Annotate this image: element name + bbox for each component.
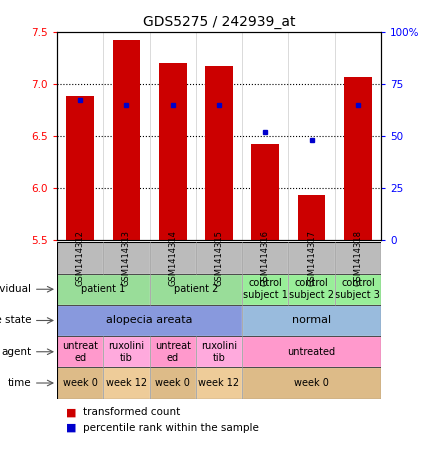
Text: GSM1414312: GSM1414312 <box>76 230 85 286</box>
Bar <box>57 336 103 367</box>
Text: week 0: week 0 <box>63 378 98 388</box>
Bar <box>242 274 289 305</box>
Text: GSM1414318: GSM1414318 <box>353 230 362 286</box>
Bar <box>57 242 103 274</box>
Bar <box>57 367 103 399</box>
Text: GSM1414315: GSM1414315 <box>215 230 223 286</box>
Bar <box>289 242 335 274</box>
Bar <box>113 40 140 240</box>
Text: patient 1: patient 1 <box>81 284 125 294</box>
Bar <box>159 63 187 240</box>
Bar <box>344 77 372 240</box>
Text: GSM1414314: GSM1414314 <box>168 230 177 286</box>
Bar <box>242 336 381 367</box>
Text: individual: individual <box>0 284 32 294</box>
Text: ■: ■ <box>66 423 76 433</box>
Bar <box>335 242 381 274</box>
Text: GSM1414313: GSM1414313 <box>122 230 131 286</box>
Text: ruxolini
tib: ruxolini tib <box>201 341 237 362</box>
Bar <box>242 242 289 274</box>
Text: transformed count: transformed count <box>83 407 180 417</box>
Bar <box>196 336 242 367</box>
Text: disease state: disease state <box>0 315 32 326</box>
Text: week 0: week 0 <box>155 378 190 388</box>
Bar <box>149 242 196 274</box>
Bar <box>57 274 149 305</box>
Bar <box>335 274 381 305</box>
Text: control
subject 2: control subject 2 <box>289 279 334 300</box>
Text: alopecia areata: alopecia areata <box>106 315 193 326</box>
Bar <box>242 305 381 336</box>
Bar <box>196 367 242 399</box>
Text: untreated: untreated <box>287 347 336 357</box>
Text: GSM1414316: GSM1414316 <box>261 230 270 286</box>
Text: ruxolini
tib: ruxolini tib <box>108 341 145 362</box>
Bar <box>149 367 196 399</box>
Bar <box>298 195 325 240</box>
Bar <box>103 336 149 367</box>
Bar <box>242 367 381 399</box>
Text: untreat
ed: untreat ed <box>62 341 98 362</box>
Text: control
subject 3: control subject 3 <box>336 279 380 300</box>
Bar <box>205 66 233 240</box>
Text: agent: agent <box>1 347 32 357</box>
Bar <box>66 96 94 240</box>
Text: week 12: week 12 <box>106 378 147 388</box>
Bar <box>57 305 242 336</box>
Bar <box>289 274 335 305</box>
Text: GSM1414317: GSM1414317 <box>307 230 316 286</box>
Bar <box>251 144 279 240</box>
Text: patient 2: patient 2 <box>173 284 218 294</box>
Text: time: time <box>8 378 32 388</box>
Text: ■: ■ <box>66 407 76 417</box>
Title: GDS5275 / 242939_at: GDS5275 / 242939_at <box>143 15 295 29</box>
Text: percentile rank within the sample: percentile rank within the sample <box>83 423 259 433</box>
Bar <box>149 336 196 367</box>
Bar <box>103 242 149 274</box>
Text: normal: normal <box>292 315 331 326</box>
Text: week 0: week 0 <box>294 378 329 388</box>
Text: week 12: week 12 <box>198 378 240 388</box>
Text: control
subject 1: control subject 1 <box>243 279 288 300</box>
Bar <box>103 367 149 399</box>
Text: untreat
ed: untreat ed <box>155 341 191 362</box>
Bar <box>149 274 242 305</box>
Bar <box>196 242 242 274</box>
